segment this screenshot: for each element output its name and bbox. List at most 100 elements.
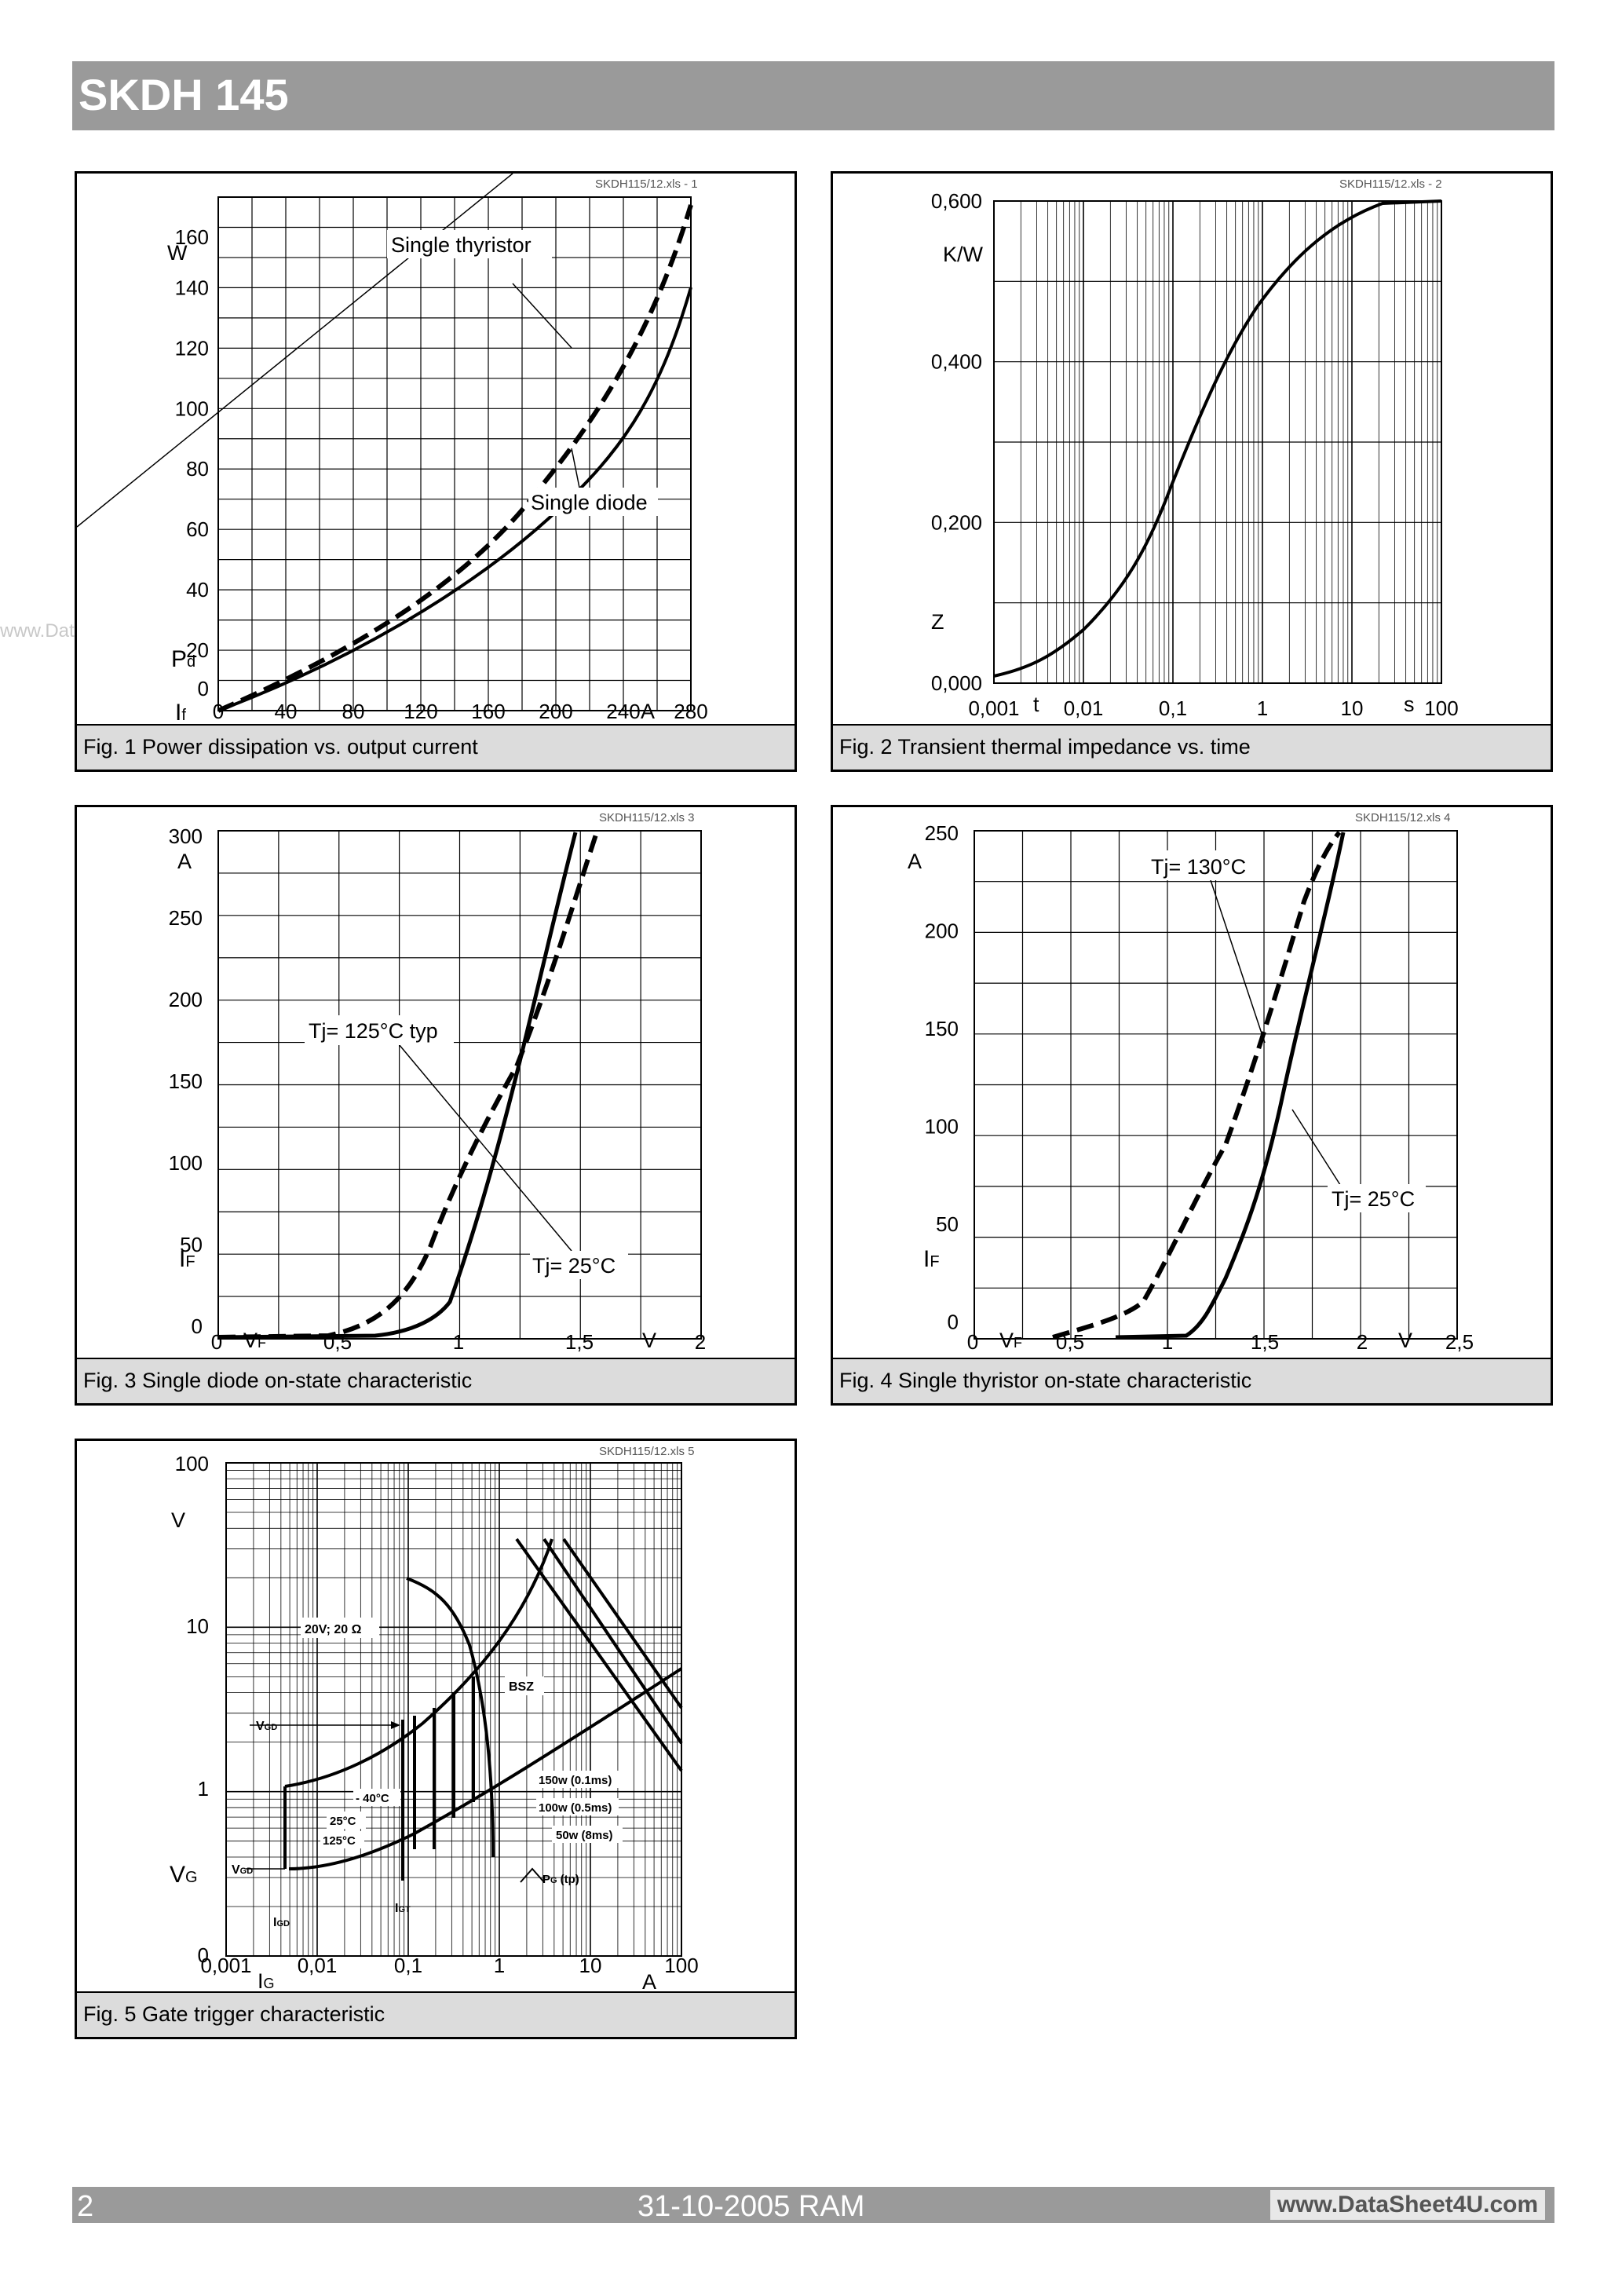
figure-1-grid [218, 197, 691, 711]
figure-5-label-vgd-upper: VGD [256, 1720, 277, 1733]
figure-4-x-unit: V [1398, 1329, 1412, 1352]
figure-5-y-unit: V [171, 1508, 185, 1532]
figure-2-y-symbol: Z [931, 610, 944, 634]
figure-4-curve-130c [1052, 831, 1342, 1340]
figure-3-caption: Fig. 3 Single diode on-state characteris… [83, 1369, 473, 1392]
figure-1-y-symbol: Pd [171, 646, 195, 672]
figure-5-y-tick-label: 100 [175, 1452, 209, 1475]
figure-3-panel: SKDH115/12.xls 3 300 250 200 150 100 50 0 0 0,5… [75, 805, 797, 1406]
figure-3-x-unit: V [642, 1329, 656, 1352]
figure-2-x-tick-label: 1 [1257, 696, 1268, 720]
figure-1-y-tick-label: 40 [186, 578, 209, 601]
figure-4-y-tick-label: 50 [936, 1212, 959, 1236]
figure-1-x-tick-label: 120 [404, 700, 437, 723]
figure-3-y-tick-label: 50 [180, 1233, 203, 1256]
figure-1-y-tick-label: 120 [175, 336, 209, 360]
page-title: SKDH 145 [79, 70, 289, 119]
figure-3-x-tick-label: 1 [453, 1330, 464, 1354]
figure-3-grid [218, 831, 701, 1339]
figure-4-label-130c: Tj= 130°C [1151, 855, 1246, 879]
figure-2-x-tick-label: 0,001 [968, 696, 1019, 720]
figure-2-y-tick-label: 0,600 [931, 189, 982, 213]
figure-1-panel: SKDH115/12.xls - 1 160 140 120 100 80 60 40 20 0… [75, 171, 797, 772]
figure-1-x-tick-label: 40 [275, 700, 298, 723]
figure-1-x-symbol: If [175, 700, 186, 723]
figure-5-x-symbol: IG [258, 1969, 275, 1991]
figure-5-x-tick-label: 100 [664, 1954, 698, 1977]
figure-5-power-150w [515, 1537, 683, 1772]
figure-2-curve [993, 199, 1442, 678]
footer-website-link[interactable]: www.DataSheet4U.com [1270, 2190, 1545, 2220]
page-number: 2 [77, 2190, 94, 2223]
figure-3-x-tick-label: 1,5 [565, 1330, 594, 1354]
figure-2-x-tick-label: 0,01 [1064, 696, 1104, 720]
figure-3-y-symbol: IF [179, 1246, 195, 1272]
figure-3-x-symbol: VF [243, 1329, 266, 1352]
figure-2-x-tick-label: 0,1 [1159, 696, 1187, 720]
figure-5-label-igd: IGD [273, 1916, 290, 1929]
figure-3-code: SKDH115/12.xls 3 [599, 811, 694, 824]
figure-3-y-tick-label: 200 [169, 988, 203, 1011]
figure-5-label-bsz: BSZ [509, 1680, 534, 1694]
figure-5-x-tick-label: 0,01 [298, 1954, 338, 1977]
figure-5-label-150w: 150w (0.1ms) [539, 1774, 612, 1787]
figure-3-x-tick-label: 2 [695, 1330, 706, 1354]
figure-1-x-unit: A [641, 700, 655, 723]
figure-5-x-unit: A [642, 1970, 656, 1991]
figure-5-y-tick-label: 10 [186, 1614, 209, 1638]
figure-5-label-50w: 50w (8ms) [556, 1829, 613, 1842]
figure-4-caption: Fig. 4 Single thyristor on-state charact… [839, 1369, 1252, 1392]
figure-2-grid [993, 201, 1441, 683]
figure-5-caption: Fig. 5 Gate trigger characteristic [83, 2002, 385, 2026]
figure-4-x-tick-label: 1 [1162, 1330, 1173, 1354]
figure-5-x-tick-label: 0,001 [200, 1954, 251, 1977]
figure-1-x-tick-label: 200 [539, 700, 572, 723]
figure-3-caption-bar: Fig. 3 Single diode on-state characteris… [77, 1358, 795, 1403]
figure-4-y-unit: A [908, 850, 922, 873]
figure-1-y-tick-label: 60 [186, 517, 209, 541]
figure-1-label-diode: Single diode [531, 491, 648, 514]
figure-2-y-unit: K/W [943, 243, 984, 266]
figure-4-x-tick-label: 0 [967, 1330, 978, 1354]
figure-1-curve-thyristor [217, 204, 693, 713]
figure-1-code: SKDH115/12.xls - 1 [595, 177, 698, 191]
figure-4-y-tick-label: 200 [925, 919, 959, 943]
figure-1-y-tick-label: 160 [175, 225, 209, 249]
figure-2-caption: Fig. 2 Transient thermal impedance vs. t… [839, 735, 1251, 759]
figure-1-x-tick-label: 0 [213, 700, 224, 723]
figure-5-label-125c: 125°C [323, 1834, 356, 1848]
figure-4-y-tick-label: 150 [925, 1017, 959, 1040]
figure-1-x-ticks: 0 40 80 120 160 200 240 280 [213, 700, 708, 723]
figure-5-label-25c: 25°C [330, 1815, 356, 1828]
figure-2-x-tick-label: 100 [1424, 696, 1458, 720]
figure-1-y-tick-label: 140 [175, 276, 209, 299]
figure-5-x-tick-label: 1 [494, 1954, 505, 1977]
figure-5-code: SKDH115/12.xls 5 [599, 1445, 694, 1458]
figure-3-label-25c: Tj= 25°C [532, 1254, 616, 1278]
figure-1-x-tick-label: 80 [342, 700, 365, 723]
figure-3-y-tick-label: 300 [169, 824, 203, 848]
figure-1-curve-diode [217, 287, 692, 712]
figure-1-y-unit: W [167, 241, 188, 265]
figure-4-code: SKDH115/12.xls 4 [1355, 811, 1450, 824]
figure-2-x-ticks: 0,001 0,01 0,1 1 10 100 [968, 696, 1458, 720]
figure-3-label-125c: Tj= 125°C typ [309, 1019, 438, 1043]
figure-5-power-50w [562, 1537, 683, 1709]
figure-3-x-tick-label: 0 [211, 1330, 222, 1354]
figure-5-x-tick-label: 10 [579, 1954, 602, 1977]
figure-3-y-tick-label: 100 [169, 1151, 203, 1175]
page-header: SKDH 145 [72, 61, 1554, 130]
figure-1-y-tick-label: 0 [198, 677, 209, 700]
figure-5-curve-20v [406, 1577, 495, 1858]
figure-1-caption: Fig. 1 Power dissipation vs. output curr… [83, 735, 478, 759]
figure-5-label-vgd-lower: VGD [232, 1863, 253, 1877]
figure-5-pg-symbol [520, 1867, 545, 1883]
figure-4-y-ticks: 250 200 150 100 50 0 [925, 821, 959, 1334]
figure-1-y-tick-label: 100 [175, 397, 209, 420]
figure-3-y-ticks: 300 250 200 150 100 50 0 [169, 824, 203, 1338]
figure-4-x-symbol: VF [999, 1329, 1022, 1352]
footer-date: 31-10-2005 RAM [637, 2190, 865, 2223]
